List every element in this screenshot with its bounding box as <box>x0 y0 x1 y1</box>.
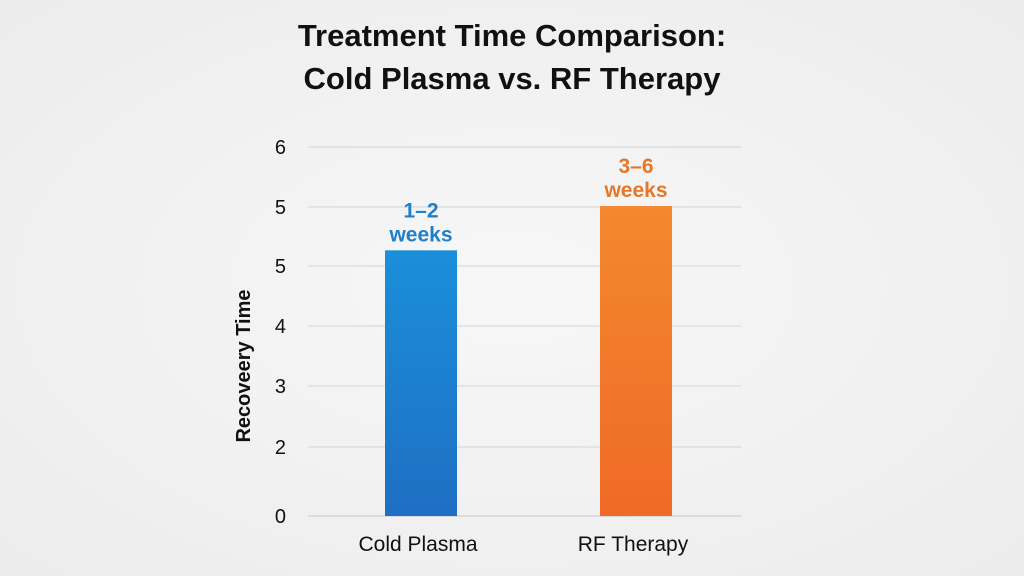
gridlines <box>308 146 741 517</box>
y-tick-label: 2 <box>275 437 286 459</box>
y-tick-label: 5 <box>275 256 286 278</box>
x-category-label: RF Therapy <box>578 533 689 556</box>
bar-data-label: weeks <box>603 179 667 202</box>
bar-rf-therapy <box>600 206 672 517</box>
bar-data-label: 1–2 <box>403 199 438 222</box>
y-tick-label: 4 <box>275 316 286 338</box>
x-category-label: Cold Plasma <box>358 533 477 556</box>
y-tick-label: 3 <box>275 376 286 398</box>
chart-title: Treatment Time Comparison: Cold Plasma v… <box>0 14 1024 100</box>
chart-title-line-2: Cold Plasma vs. RF Therapy <box>303 61 721 96</box>
y-axis-label: Recoveery Time <box>233 289 255 442</box>
bar-cold-plasma <box>385 250 457 516</box>
chart-title-line-1: Treatment Time Comparison: <box>297 18 727 53</box>
bar-data-label: 3–6 <box>618 155 653 178</box>
y-axis-ticks: 0 2 3 4 5 5 6 <box>275 137 286 528</box>
x-axis-categories: Cold Plasma RF Therapy <box>358 533 688 556</box>
y-tick-label: 5 <box>275 197 286 219</box>
y-tick-label: 0 <box>275 506 286 528</box>
y-tick-label: 6 <box>275 137 286 159</box>
bar-data-label: weeks <box>388 223 452 246</box>
